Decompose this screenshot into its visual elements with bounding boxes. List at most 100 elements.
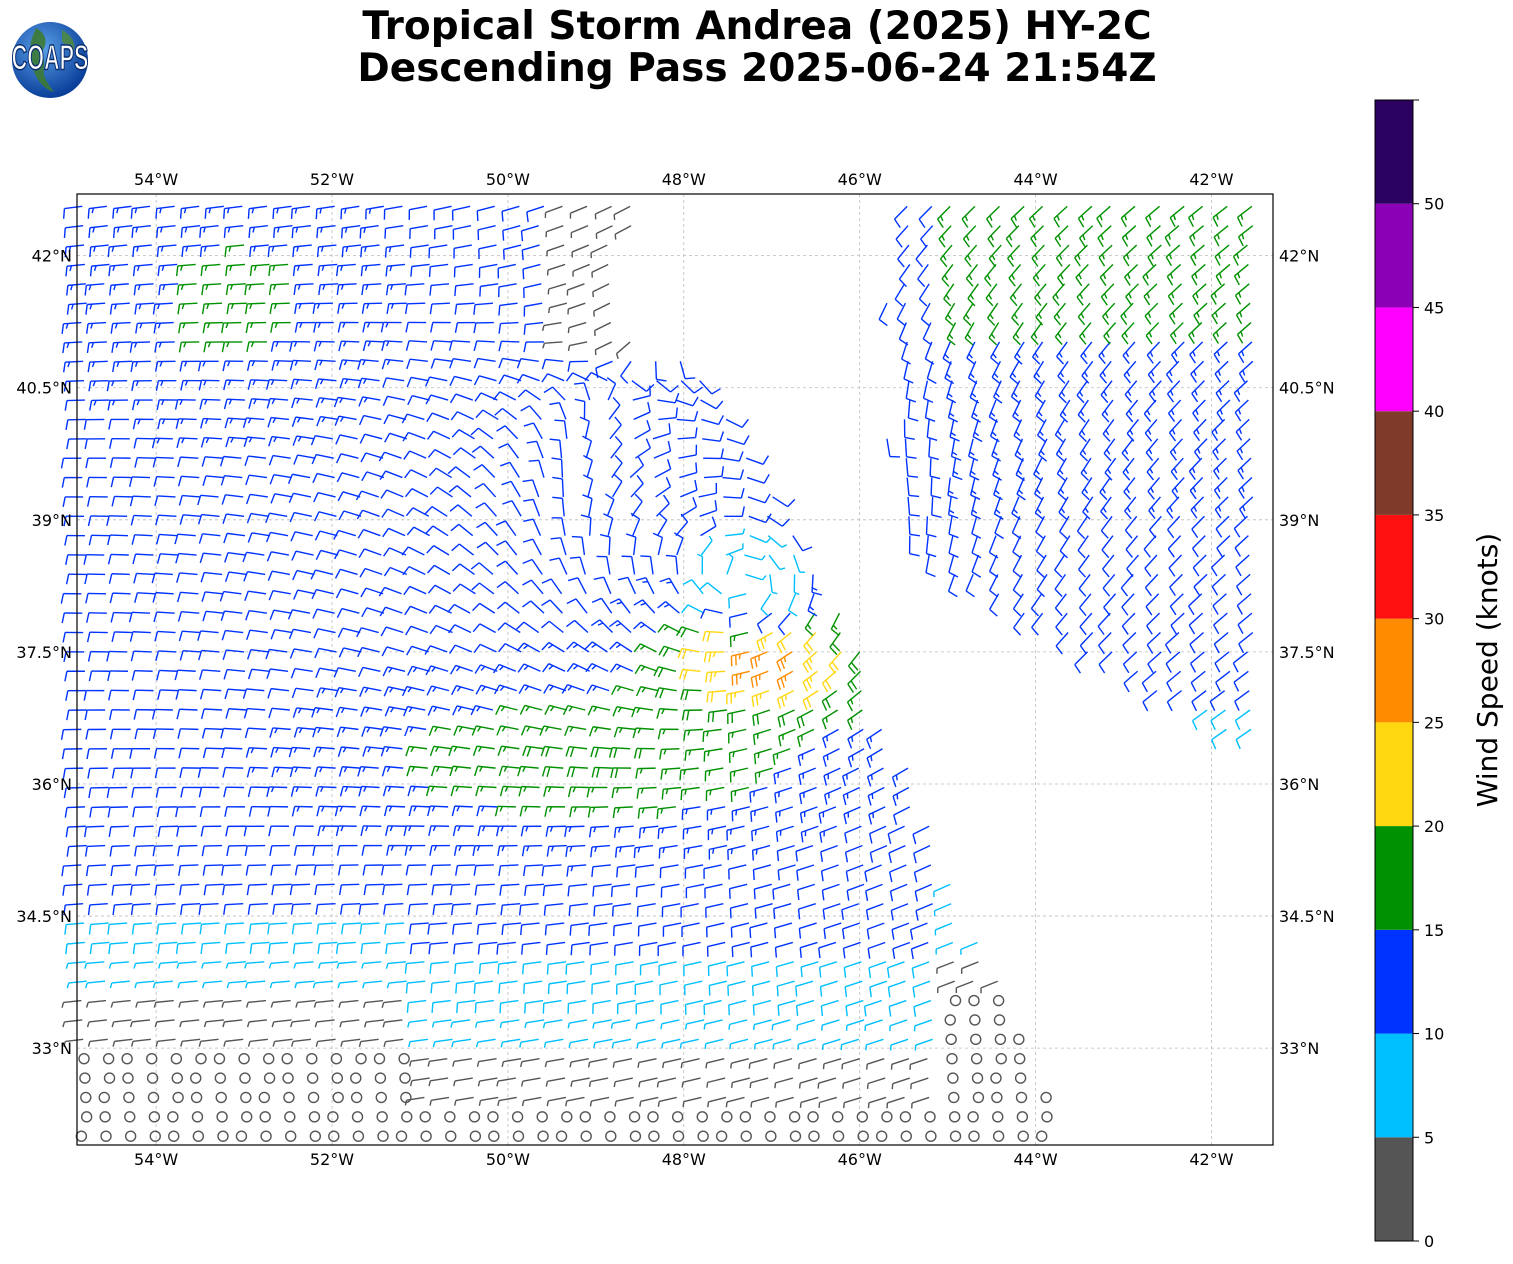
wind-barb — [83, 689, 105, 701]
wind-barb — [471, 602, 496, 614]
wind-barb — [361, 471, 385, 482]
wind-barb — [107, 553, 129, 565]
calm-marker — [259, 1111, 271, 1123]
wind-barb — [659, 577, 680, 595]
wind-barb — [567, 302, 586, 315]
wind-barb — [198, 533, 221, 544]
wind-barb — [1124, 496, 1137, 520]
wind-barb — [130, 360, 151, 372]
wind-barb — [593, 1038, 613, 1049]
wind-barb — [545, 1077, 566, 1087]
wind-barb — [592, 283, 610, 298]
wind-barb — [202, 475, 224, 486]
wind-barb — [1170, 457, 1184, 481]
wind-barb — [658, 645, 682, 657]
wind-barb — [520, 725, 544, 736]
wind-barb — [566, 641, 590, 653]
wind-barb — [176, 591, 199, 603]
wind-barb — [1007, 244, 1021, 268]
wind-barb — [63, 225, 84, 238]
wind-barb — [157, 961, 179, 969]
wind-barb — [680, 497, 698, 517]
wind-barb — [450, 785, 472, 797]
wind-barb — [611, 474, 623, 498]
wind-barb — [1191, 515, 1205, 538]
map-frame — [76, 193, 1274, 1146]
lon-label-bottom: 42°W — [1189, 1150, 1233, 1169]
wind-barb — [335, 453, 359, 464]
calm-marker — [306, 1072, 319, 1084]
wind-barb — [499, 461, 520, 478]
wind-barb — [991, 360, 1002, 385]
wind-barb — [409, 244, 429, 258]
wind-barb — [129, 747, 150, 759]
wind-barb — [451, 205, 471, 221]
wind-barb — [268, 454, 291, 466]
wind-barb — [798, 922, 817, 939]
wind-barb — [381, 646, 405, 657]
wind-barb — [363, 1019, 384, 1028]
wind-barb — [291, 922, 312, 935]
wind-barb — [750, 651, 768, 669]
wind-barb — [242, 551, 265, 563]
wind-barb — [656, 1077, 677, 1088]
wind-barb — [473, 464, 496, 479]
wind-barb — [154, 767, 176, 779]
wind-barb — [293, 726, 316, 738]
wind-barb — [358, 785, 380, 797]
wind-barb — [355, 490, 379, 501]
wind-barb — [1146, 341, 1161, 364]
wind-barb — [427, 448, 452, 459]
wind-barb — [402, 566, 426, 576]
wind-barb — [1214, 360, 1229, 383]
wind-barb — [312, 726, 334, 738]
wind-barb — [543, 1038, 564, 1048]
wind-barb — [448, 624, 472, 634]
wind-barb — [930, 477, 942, 499]
wind-barb — [699, 500, 718, 517]
wind-barb — [181, 244, 202, 258]
wind-barb — [1079, 632, 1094, 655]
wind-barb — [177, 728, 199, 739]
wind-barb — [906, 477, 920, 498]
wind-barb — [381, 999, 402, 1008]
wind-barb — [361, 283, 382, 296]
wind-barb — [110, 476, 132, 488]
wind-barb — [613, 726, 636, 738]
wind-barb — [65, 554, 86, 565]
wind-barb — [894, 283, 906, 307]
wind-barb — [1192, 535, 1206, 558]
wind-barb — [989, 574, 999, 598]
wind-barb — [408, 805, 430, 817]
wind-barb — [180, 1038, 201, 1047]
calm-marker — [376, 1111, 388, 1123]
wind-barb — [775, 806, 794, 823]
wind-barb — [155, 379, 177, 391]
calm-marker — [374, 1072, 387, 1084]
wind-barb — [1011, 515, 1022, 540]
wind-barb — [89, 263, 110, 277]
wind-barb — [1052, 283, 1066, 306]
wind-barb — [1214, 496, 1229, 519]
wind-barb — [426, 430, 451, 440]
calm-marker — [994, 1033, 1007, 1046]
wind-barb — [130, 650, 152, 662]
wind-barb — [866, 1058, 885, 1070]
wind-barb — [107, 244, 128, 258]
wind-barb — [245, 493, 268, 505]
wind-barb — [1054, 322, 1067, 345]
wind-barb — [1101, 399, 1114, 423]
wind-barb — [699, 380, 721, 395]
wind-barb — [109, 844, 130, 857]
calm-marker — [1015, 1091, 1028, 1104]
wind-barb — [823, 922, 842, 939]
wind-barb — [1143, 535, 1157, 558]
wind-barb — [175, 263, 196, 277]
wind-barb — [473, 357, 496, 369]
wind-barb — [224, 806, 245, 817]
wind-barb — [453, 844, 475, 856]
wind-barb — [403, 705, 426, 717]
colorbar-bin — [1375, 411, 1413, 515]
wind-barb — [220, 474, 243, 486]
wind-barb — [288, 746, 311, 758]
